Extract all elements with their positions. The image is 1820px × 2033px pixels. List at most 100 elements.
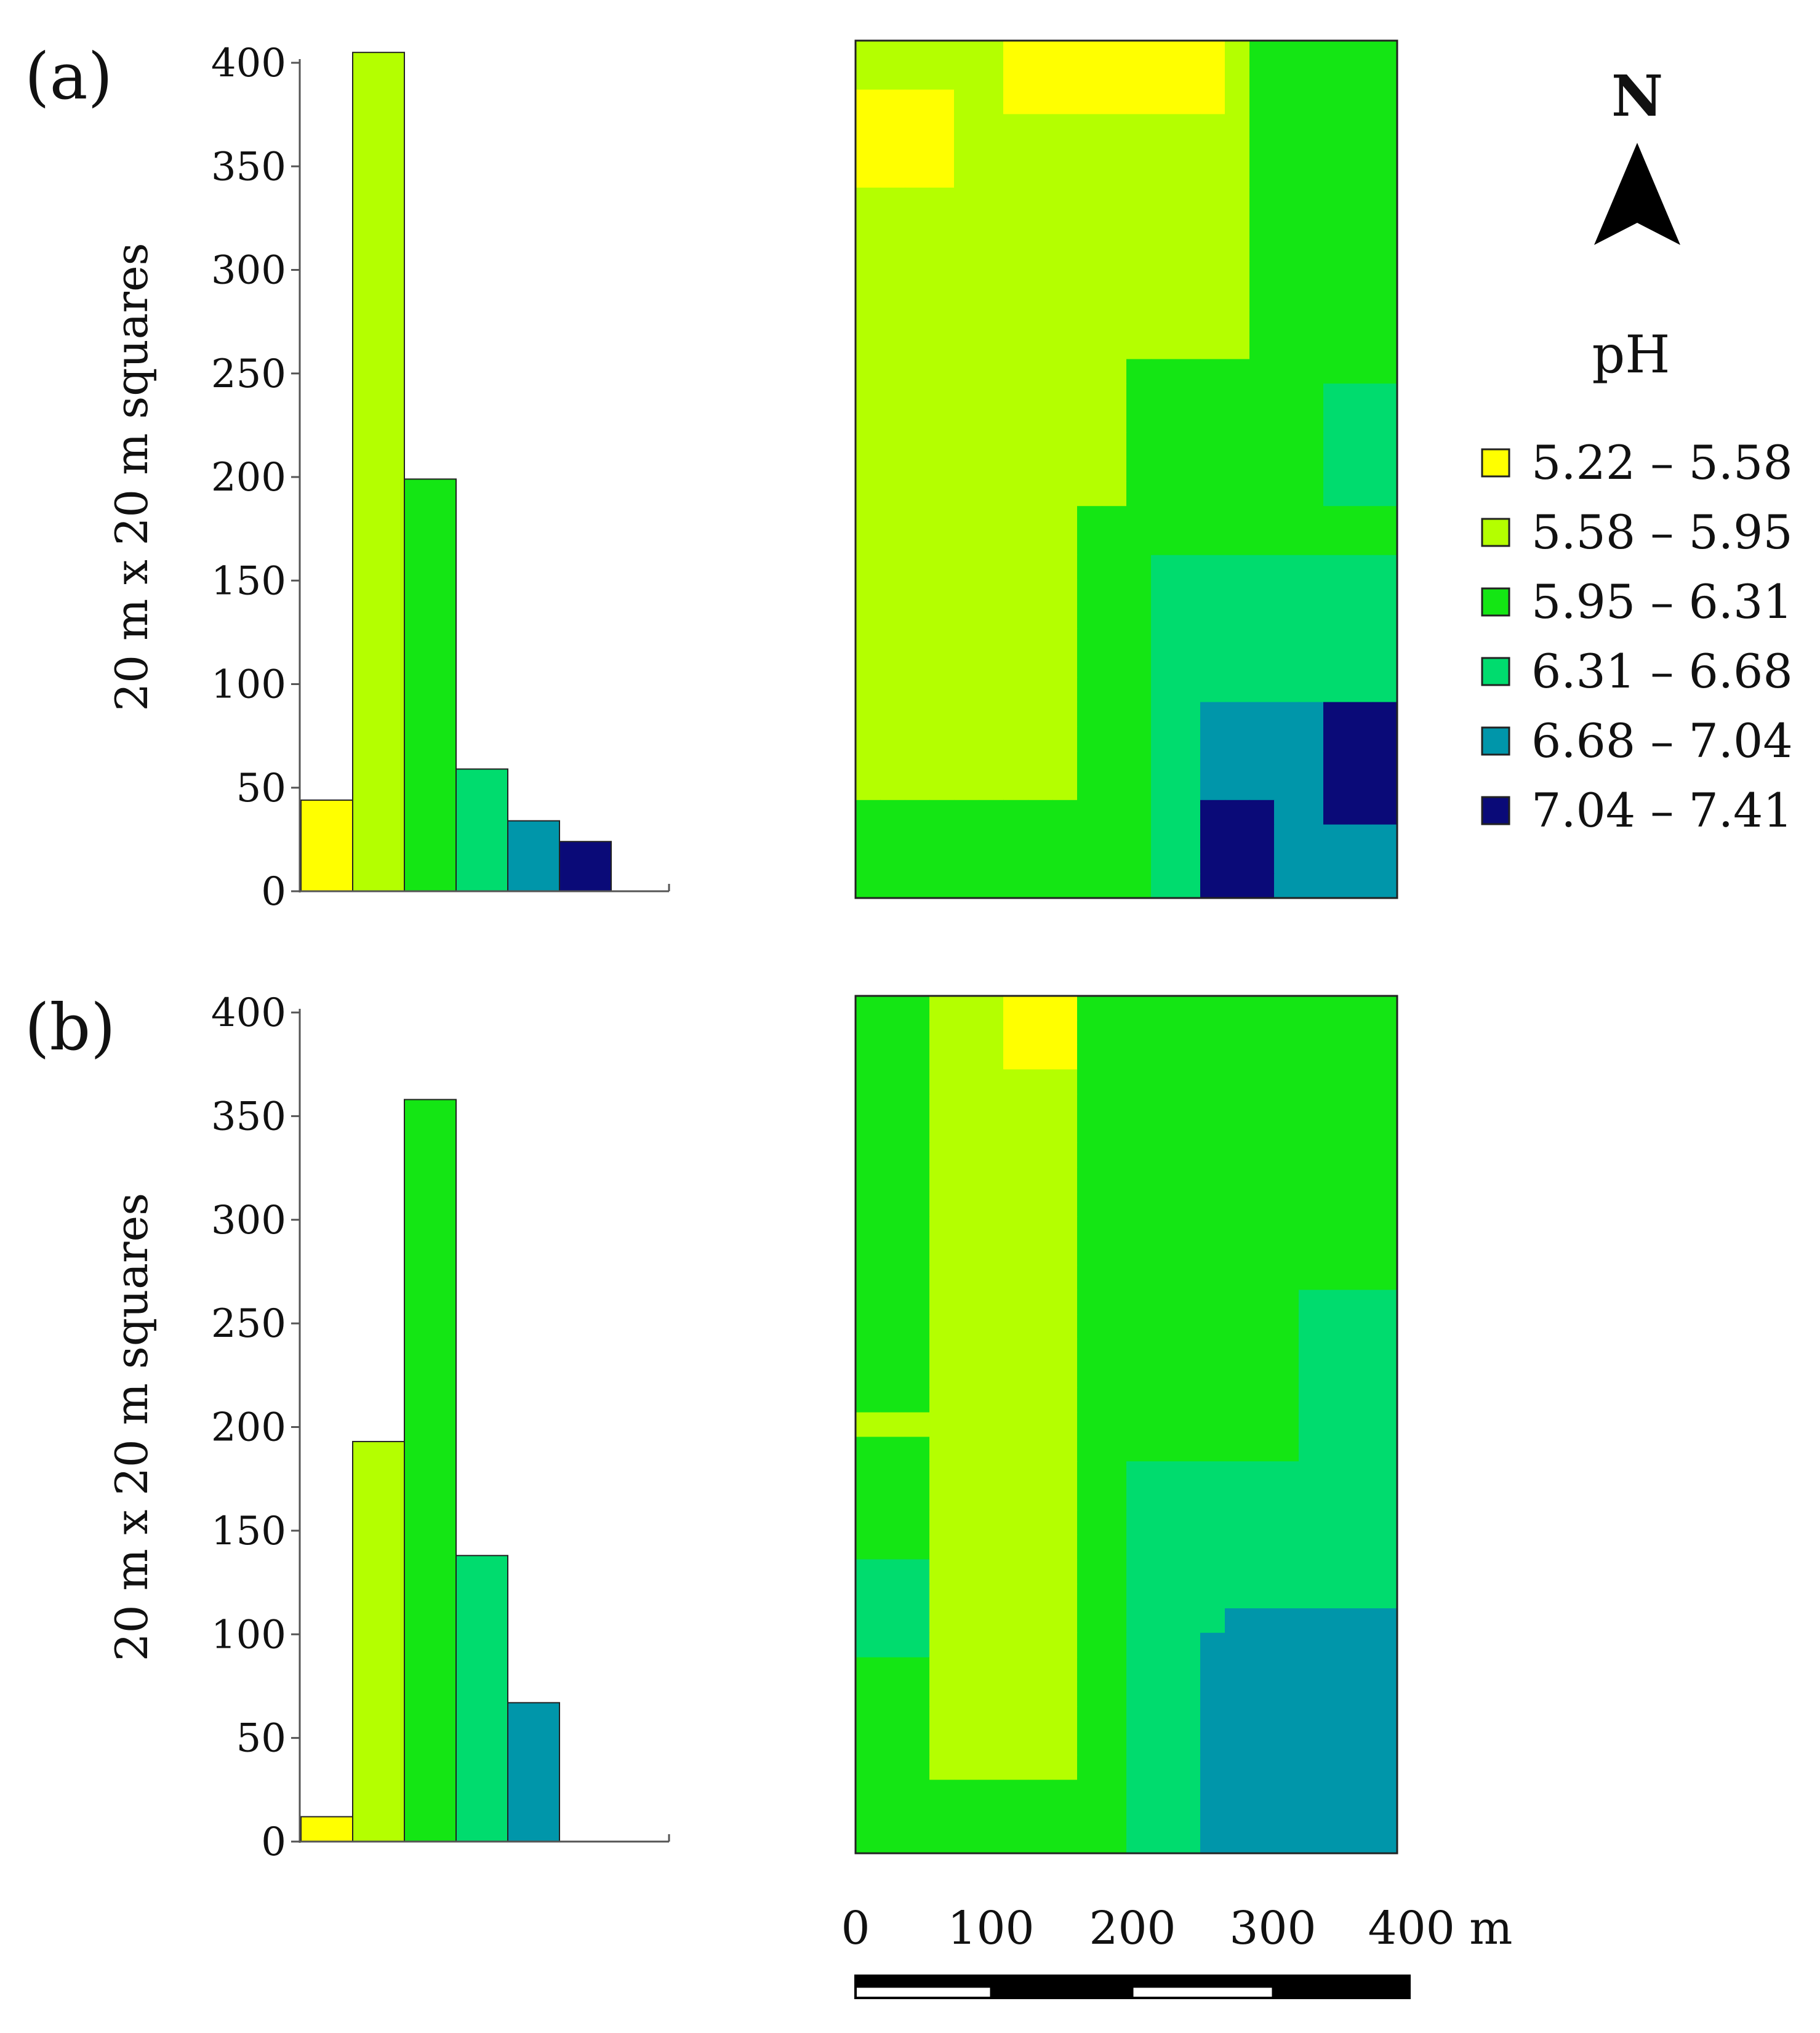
map-cell: [856, 1731, 881, 1756]
map-cell: [1102, 628, 1127, 654]
map-cell: [954, 1461, 979, 1486]
map-cell: [1126, 1461, 1152, 1486]
map-cell: [1348, 1412, 1373, 1437]
map-cell: [1126, 506, 1152, 531]
map-cell: [856, 555, 881, 580]
map-cell: [1299, 1363, 1324, 1389]
map-cell: [1373, 41, 1398, 66]
map-cell: [1323, 604, 1349, 629]
map-cell: [1028, 236, 1053, 262]
map-cell: [905, 1192, 930, 1217]
map-cell: [1348, 628, 1373, 654]
map-cell: [1249, 677, 1275, 703]
map-cell: [1225, 138, 1250, 164]
map-cell: [905, 1510, 930, 1536]
map-cell: [929, 138, 955, 164]
scale-bar-segment-bottom: [854, 1986, 992, 1999]
map-cell: [1299, 1804, 1324, 1829]
map-cell: [1299, 1510, 1324, 1536]
map-cell: [929, 604, 955, 629]
map-cell: [1052, 726, 1078, 752]
map-cell: [1077, 726, 1102, 752]
map-cell: [1323, 1584, 1349, 1609]
map-cell: [1176, 579, 1201, 604]
map-cell: [954, 1142, 979, 1168]
map-cell: [1126, 555, 1152, 580]
map-cell: [1274, 628, 1299, 654]
map-cell: [1274, 1020, 1299, 1046]
map-cell: [1077, 873, 1102, 899]
map-cell: [905, 579, 930, 604]
map-cell: [1102, 1632, 1127, 1658]
map-cell: [1249, 1020, 1275, 1046]
map-cell: [880, 1510, 905, 1536]
map-cell: [1077, 1387, 1102, 1413]
map-cell: [979, 138, 1004, 164]
map-cell: [1323, 334, 1349, 359]
map-cell: [1028, 310, 1053, 335]
map-cell: [1102, 457, 1127, 482]
map-cell: [856, 506, 881, 531]
map-cell: [1348, 1289, 1373, 1315]
map-cell: [1274, 1755, 1299, 1781]
map-cell: [1274, 1094, 1299, 1119]
map-cell: [1200, 1045, 1225, 1070]
map-cell: [1299, 1437, 1324, 1462]
map-cell: [1373, 334, 1398, 359]
map-cell: [1077, 1755, 1102, 1781]
map-cell: [1102, 1069, 1127, 1094]
map-cell: [1151, 1069, 1176, 1094]
map-cell: [929, 824, 955, 849]
ph-map-b: [854, 995, 1398, 1855]
map-cell: [1249, 286, 1275, 311]
map-cell: [1052, 653, 1078, 678]
map-cell: [1126, 824, 1152, 849]
map-cell: [1373, 677, 1398, 703]
map-cell: [1077, 1167, 1102, 1192]
map-cell: [880, 1069, 905, 1094]
map-cell: [1200, 996, 1225, 1021]
map-cell: [1299, 751, 1324, 776]
map-cell: [1274, 849, 1299, 874]
map-cell: [1200, 1339, 1225, 1364]
map-cell: [1102, 1829, 1127, 1854]
bar-4: [507, 820, 560, 892]
map-cell: [1225, 1020, 1250, 1046]
map-cell: [1274, 187, 1299, 213]
map-cell: [1274, 1804, 1299, 1829]
bar-3: [455, 1555, 508, 1842]
map-cell: [1151, 1216, 1176, 1241]
map-cell: [979, 1461, 1004, 1486]
map-cell: [1126, 531, 1152, 556]
map-cell: [1274, 604, 1299, 629]
map-cell: [880, 286, 905, 311]
map-cell: [979, 261, 1004, 286]
y-tick-label: 400: [211, 41, 286, 86]
map-cell: [905, 334, 930, 359]
map-cell: [1003, 800, 1028, 825]
map-cell: [1003, 432, 1028, 458]
map-cell: [1249, 1486, 1275, 1511]
map-cell: [1052, 1779, 1078, 1805]
map-cell: [1126, 1289, 1152, 1315]
map-cell: [1299, 1045, 1324, 1070]
map-cell: [1003, 1387, 1028, 1413]
scale-bar-segment-bottom: [1131, 1986, 1274, 1999]
map-cell: [1077, 1045, 1102, 1070]
map-cell: [1348, 849, 1373, 874]
map-cell: [954, 65, 979, 90]
map-cell: [1028, 1682, 1053, 1707]
map-cell: [979, 457, 1004, 482]
map-cell: [880, 800, 905, 825]
map-frame: [854, 995, 1398, 1855]
map-cell: [1102, 726, 1127, 752]
map-cell: [1249, 824, 1275, 849]
map-cell: [1348, 1486, 1373, 1511]
map-cell: [1052, 310, 1078, 335]
map-cell: [1225, 481, 1250, 507]
map-cell: [1249, 1289, 1275, 1315]
map-cell: [954, 1045, 979, 1070]
map-cell: [929, 1829, 955, 1854]
bar-0: [300, 1816, 353, 1843]
map-cell: [954, 824, 979, 849]
